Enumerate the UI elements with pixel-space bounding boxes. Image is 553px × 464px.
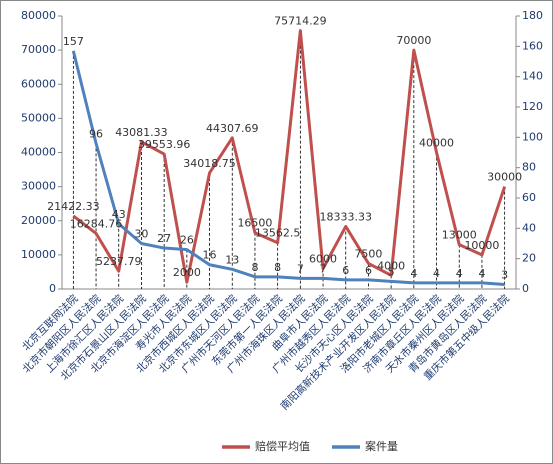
data-label: 43 <box>112 208 126 221</box>
data-label: 3 <box>501 268 508 281</box>
y-tick-label: 40000 <box>21 146 56 159</box>
data-label: 4 <box>410 267 417 280</box>
y-tick-label: 80000 <box>21 9 56 22</box>
y2-tick-label: 40 <box>522 221 536 234</box>
data-label: 8 <box>274 261 281 274</box>
data-label: 7500 <box>354 247 382 260</box>
y-tick-label: 60000 <box>21 77 56 90</box>
y2-tick-label: 140 <box>522 70 543 83</box>
legend-label: 赔偿平均值 <box>255 439 310 453</box>
data-label: 7 <box>320 262 327 275</box>
data-label: 4 <box>433 267 440 280</box>
data-label: 13 <box>225 253 239 266</box>
data-label: 70000 <box>396 34 431 47</box>
y-tick-label: 0 <box>49 282 56 295</box>
y2-tick-label: 180 <box>522 9 543 22</box>
data-label: 6000 <box>309 253 337 266</box>
data-label: 96 <box>89 127 103 140</box>
data-label: 4 <box>478 267 485 280</box>
data-label: 5 <box>388 265 395 278</box>
data-label: 43081.33 <box>115 126 168 139</box>
data-label: 16284.76 <box>70 217 123 230</box>
y-tick-label: 20000 <box>21 214 56 227</box>
data-label: 13000 <box>442 229 477 242</box>
data-label: 26 <box>180 234 194 247</box>
y-tick-label: 30000 <box>21 180 56 193</box>
data-label: 8 <box>251 261 258 274</box>
line-series <box>72 29 507 284</box>
legend-label: 案件量 <box>365 439 398 453</box>
y2-tick-label: 60 <box>522 191 536 204</box>
data-label: 39553.96 <box>138 138 191 151</box>
y2-tick-label: 80 <box>522 161 536 174</box>
y2-tick-label: 100 <box>522 130 543 143</box>
data-label: 13562.5 <box>255 227 301 240</box>
data-label: 6 <box>342 264 349 277</box>
y-tick-label: 50000 <box>21 111 56 124</box>
data-label: 2000 <box>173 266 201 279</box>
data-label: 5237.79 <box>96 255 142 268</box>
data-label: 16500 <box>237 217 272 230</box>
data-label: 4 <box>456 267 463 280</box>
data-label: 27 <box>157 232 171 245</box>
data-label: 16 <box>203 249 217 262</box>
data-label: 7 <box>297 262 304 275</box>
y2-tick-label: 20 <box>522 252 536 265</box>
y-tick-label: 70000 <box>21 43 56 56</box>
y2-tick-label: 160 <box>522 39 543 52</box>
y2-tick-label: 120 <box>522 100 543 113</box>
data-label: 18333.33 <box>320 210 373 223</box>
data-label: 30 <box>134 228 148 241</box>
data-label: 75714.29 <box>274 15 327 28</box>
y2-tick-label: 0 <box>522 282 529 295</box>
data-label: 157 <box>63 35 84 48</box>
data-label: 10000 <box>464 239 499 252</box>
y-tick-label: 10000 <box>21 248 56 261</box>
data-label: 44307.69 <box>206 122 259 135</box>
line-series <box>71 50 505 286</box>
data-label: 4000 <box>377 259 405 272</box>
data-label: 30000 <box>487 171 522 184</box>
data-label: 40000 <box>419 137 454 150</box>
data-label: 21422.33 <box>47 200 100 213</box>
data-label: 34018.75 <box>183 157 236 170</box>
data-label: 6 <box>365 264 372 277</box>
